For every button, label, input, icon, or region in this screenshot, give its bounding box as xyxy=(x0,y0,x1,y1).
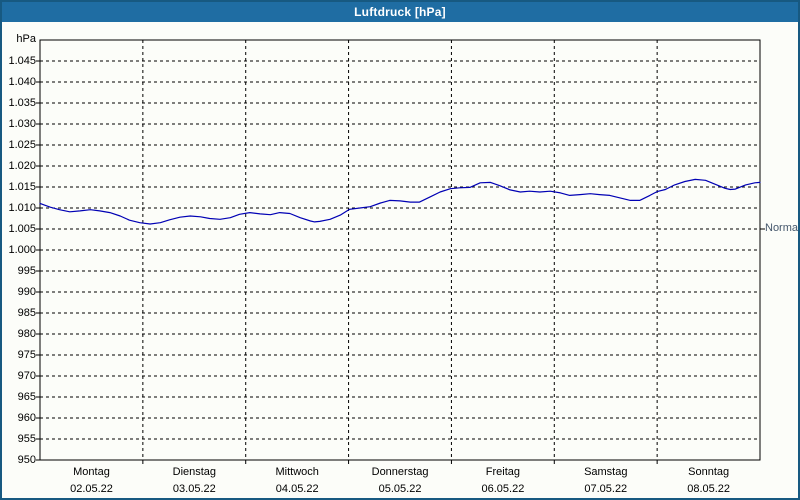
x-axis-day-label: Dienstag xyxy=(172,466,217,478)
y-axis-label: 980 xyxy=(17,328,36,340)
y-axis-label: 960 xyxy=(17,412,36,424)
x-axis-date-label: 03.05.22 xyxy=(172,483,216,495)
y-axis-label: 995 xyxy=(17,265,36,277)
y-axis-label: 1.045 xyxy=(8,55,36,67)
x-axis-date-label: 05.05.22 xyxy=(378,483,422,495)
y-axis-label: 1.000 xyxy=(8,244,36,256)
pressure-line xyxy=(39,178,761,225)
plot-frame xyxy=(39,39,761,461)
x-axis-date-label: 08.05.22 xyxy=(687,483,731,495)
y-axis-label: 1.005 xyxy=(8,223,36,235)
x-axis-date-label: 04.05.22 xyxy=(275,483,319,495)
x-axis-date-label: 02.05.22 xyxy=(70,483,113,495)
x-axis-day-label: Montag xyxy=(73,466,110,478)
y-axis-label: 985 xyxy=(17,307,36,319)
y-axis-label: 955 xyxy=(17,433,36,445)
x-axis-day-label: Donnerstag xyxy=(371,466,429,478)
y-axis-label: 1.015 xyxy=(8,181,36,193)
y-axis-label: 1.030 xyxy=(8,118,36,130)
y-axis-label: 950 xyxy=(17,454,36,466)
y-axis-label: 1.035 xyxy=(8,97,36,109)
y-axis-label: 975 xyxy=(17,349,36,361)
x-axis-day-label: Sonntag xyxy=(688,466,730,478)
normal-pressure-label: Normal xyxy=(765,222,800,234)
y-axis-unit-label: hPa xyxy=(16,33,36,45)
y-axis-label: 1.025 xyxy=(8,139,36,151)
y-axis-label: 1.040 xyxy=(8,76,36,88)
y-axis-label: 970 xyxy=(17,370,36,382)
window-title: Luftdruck [hPa] xyxy=(354,5,446,19)
x-axis-day-label: Samstag xyxy=(584,466,628,478)
y-axis-label: 965 xyxy=(17,391,36,403)
y-axis-label: 1.020 xyxy=(8,160,36,172)
x-axis-date-label: 07.05.22 xyxy=(584,483,628,495)
y-axis-label: 990 xyxy=(17,286,36,298)
x-axis-day-label: Freitag xyxy=(485,466,521,478)
title-bar: Luftdruck [hPa] xyxy=(2,2,798,22)
x-axis-day-label: Mittwoch xyxy=(275,466,319,478)
x-axis-date-label: 06.05.22 xyxy=(481,483,525,495)
y-axis-label: 1.010 xyxy=(8,202,36,214)
